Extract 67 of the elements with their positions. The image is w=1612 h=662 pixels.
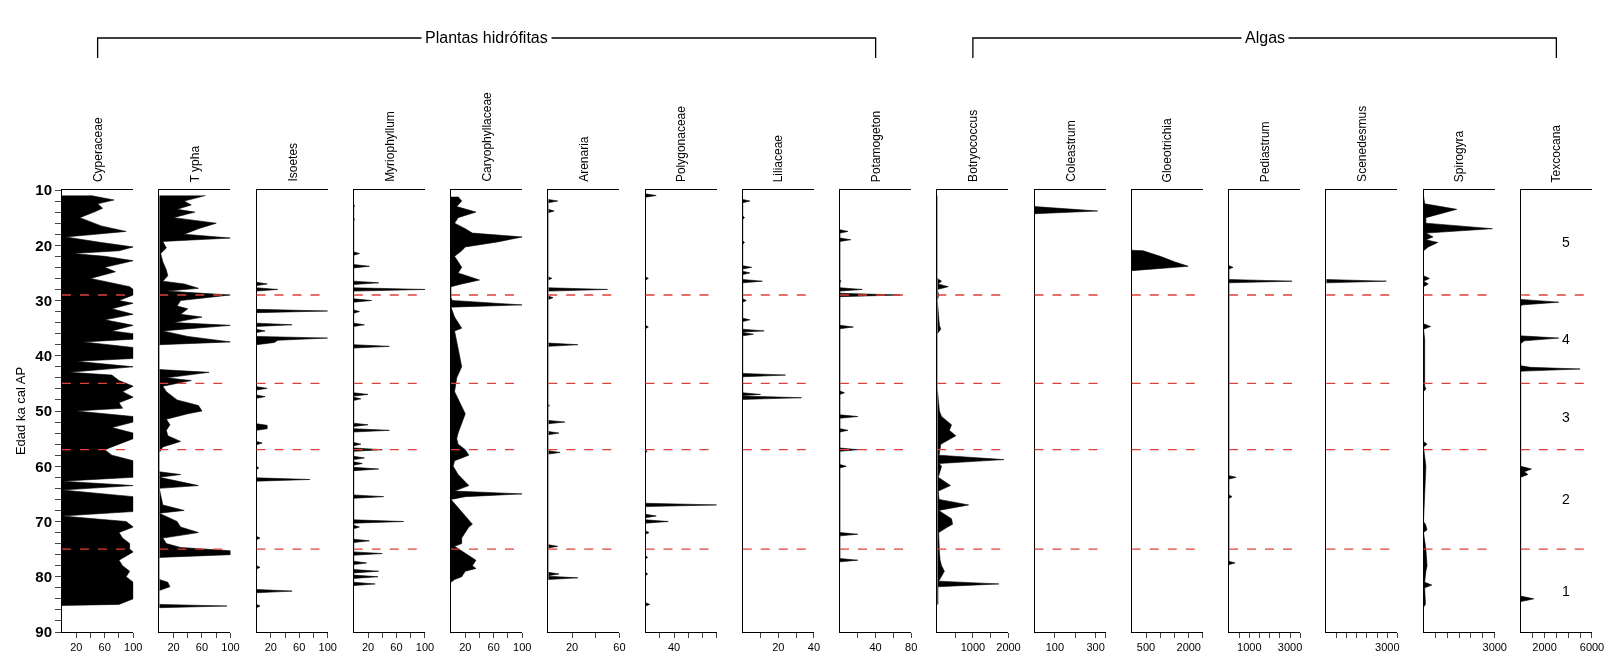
x-tick-label: 20 bbox=[70, 641, 83, 654]
x-tick-label: 20 bbox=[264, 641, 277, 654]
x-tick-label: 100 bbox=[124, 641, 143, 654]
x-tick-label: 60 bbox=[487, 641, 500, 654]
chart-title: Myriophyllum bbox=[382, 111, 397, 182]
x-tick-label: 20 bbox=[772, 641, 785, 654]
annotation: 4 bbox=[1562, 331, 1570, 347]
y-tick-label: 80 bbox=[35, 568, 52, 585]
chart-title: Botryococcus bbox=[965, 109, 980, 182]
chart-title: Liliaceae bbox=[771, 134, 786, 183]
chart-title: Spirogyra bbox=[1452, 130, 1467, 183]
y-tick-label: 90 bbox=[35, 623, 52, 641]
annotation: 5 bbox=[1562, 234, 1570, 250]
chart-title: Cyperaceae bbox=[91, 117, 106, 183]
x-tick-label: 3000 bbox=[1277, 641, 1303, 654]
chart-title: Gloeotrichia bbox=[1160, 118, 1175, 183]
y-tick-label: 10 bbox=[35, 181, 52, 199]
x-tick-label: 20 bbox=[459, 641, 472, 654]
x-tick-label: 40 bbox=[869, 641, 882, 654]
x-tick-label: 60 bbox=[98, 641, 111, 654]
y-tick-label: 40 bbox=[35, 347, 52, 364]
annotation: 2 bbox=[1562, 491, 1570, 507]
x-tick-label: 100 bbox=[1045, 641, 1065, 654]
annotation: 1 bbox=[1562, 583, 1570, 599]
annotation: 3 bbox=[1562, 409, 1570, 425]
chart-title: Isoetes bbox=[285, 142, 300, 182]
x-tick-label: 60 bbox=[293, 641, 306, 654]
y-tick-label: 50 bbox=[35, 402, 52, 420]
chart-title: Polygonaceae bbox=[674, 105, 689, 183]
chart-title: T ypha bbox=[188, 145, 203, 183]
x-tick-label: 2000 bbox=[1176, 641, 1201, 654]
x-tick-label: 3000 bbox=[1482, 641, 1507, 654]
chart-title: Arenaria bbox=[576, 136, 591, 182]
x-tick-label: 40 bbox=[807, 641, 821, 654]
chart-title: Caryophyllaceae bbox=[479, 91, 494, 182]
y-axis-title: Edad ka cal AP bbox=[13, 366, 29, 456]
text: Plantas hidrófitas bbox=[425, 29, 548, 46]
x-tick-label: 2000 bbox=[1532, 641, 1557, 654]
x-tick-label: 20 bbox=[565, 641, 579, 654]
y-tick-label: 30 bbox=[35, 291, 52, 309]
chart-title: Potamogeton bbox=[869, 110, 884, 183]
x-tick-label: 3000 bbox=[1375, 641, 1400, 654]
y-tick-label: 70 bbox=[35, 512, 52, 530]
y-tick-label: 20 bbox=[35, 236, 52, 254]
x-tick-label: 80 bbox=[905, 641, 918, 654]
x-tick-label: 60 bbox=[195, 641, 209, 654]
x-tick-label: 100 bbox=[318, 641, 337, 654]
x-tick-label: 40 bbox=[667, 641, 681, 654]
chart-title: Texcocana bbox=[1549, 124, 1564, 183]
x-tick-label: 2000 bbox=[996, 641, 1021, 654]
x-tick-label: 6000 bbox=[1579, 641, 1605, 654]
chart-title: Pediastrum bbox=[1258, 121, 1273, 183]
x-tick-label: 300 bbox=[1086, 641, 1105, 654]
chart-title: Coleastrum bbox=[1063, 120, 1078, 182]
y-tick-label: 60 bbox=[35, 457, 52, 475]
x-tick-label: 1000 bbox=[1237, 641, 1262, 654]
x-tick-label: 60 bbox=[613, 641, 626, 654]
x-tick-label: 20 bbox=[167, 641, 180, 654]
x-tick-label: 100 bbox=[221, 641, 240, 654]
x-tick-label: 1000 bbox=[960, 641, 986, 654]
text: Algas bbox=[1245, 29, 1286, 46]
x-tick-label: 500 bbox=[1136, 641, 1156, 654]
x-tick-label: 100 bbox=[513, 641, 532, 654]
x-tick-label: 60 bbox=[390, 641, 403, 654]
x-tick-label: 20 bbox=[361, 641, 375, 654]
x-tick-label: 100 bbox=[415, 641, 435, 654]
chart-title: Scenedesmus bbox=[1354, 105, 1369, 182]
